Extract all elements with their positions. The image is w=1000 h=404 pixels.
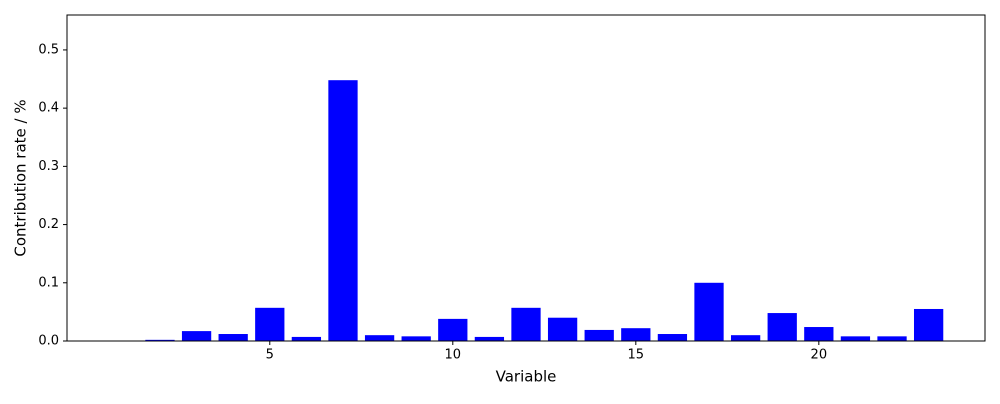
y-tick-label: 0.3 [38,159,59,174]
bar [291,336,322,341]
bar [584,329,614,341]
bar [913,308,944,341]
bar [401,336,431,341]
y-tick-label: 0.4 [38,101,59,116]
y-tick-label: 0.5 [38,42,59,57]
bar [438,318,468,341]
bar [218,334,248,341]
y-axis-label: Contribution rate / % [12,99,30,256]
bar [328,80,358,341]
bar [767,313,797,341]
bar [255,307,285,341]
bar [657,334,688,341]
bar [474,336,505,341]
x-tick-label: 20 [811,348,828,363]
bar [181,331,212,341]
plot-frame [66,14,986,342]
x-tick-label: 5 [266,348,274,363]
y-tick-label: 0.1 [38,275,59,290]
bar [694,282,724,341]
bar [145,339,175,341]
bar [877,336,907,341]
y-tick-label: 0.2 [38,217,59,232]
y-tick-label: 0.0 [38,334,59,349]
x-axis-label: Variable [496,368,557,386]
bar [804,327,834,341]
x-tick-label: 10 [445,348,462,363]
bar [364,335,395,341]
x-tick-label: 15 [628,348,645,363]
bar [621,328,651,341]
bar [547,317,578,341]
bar [840,336,871,341]
bar [511,307,541,341]
bar [730,335,761,341]
